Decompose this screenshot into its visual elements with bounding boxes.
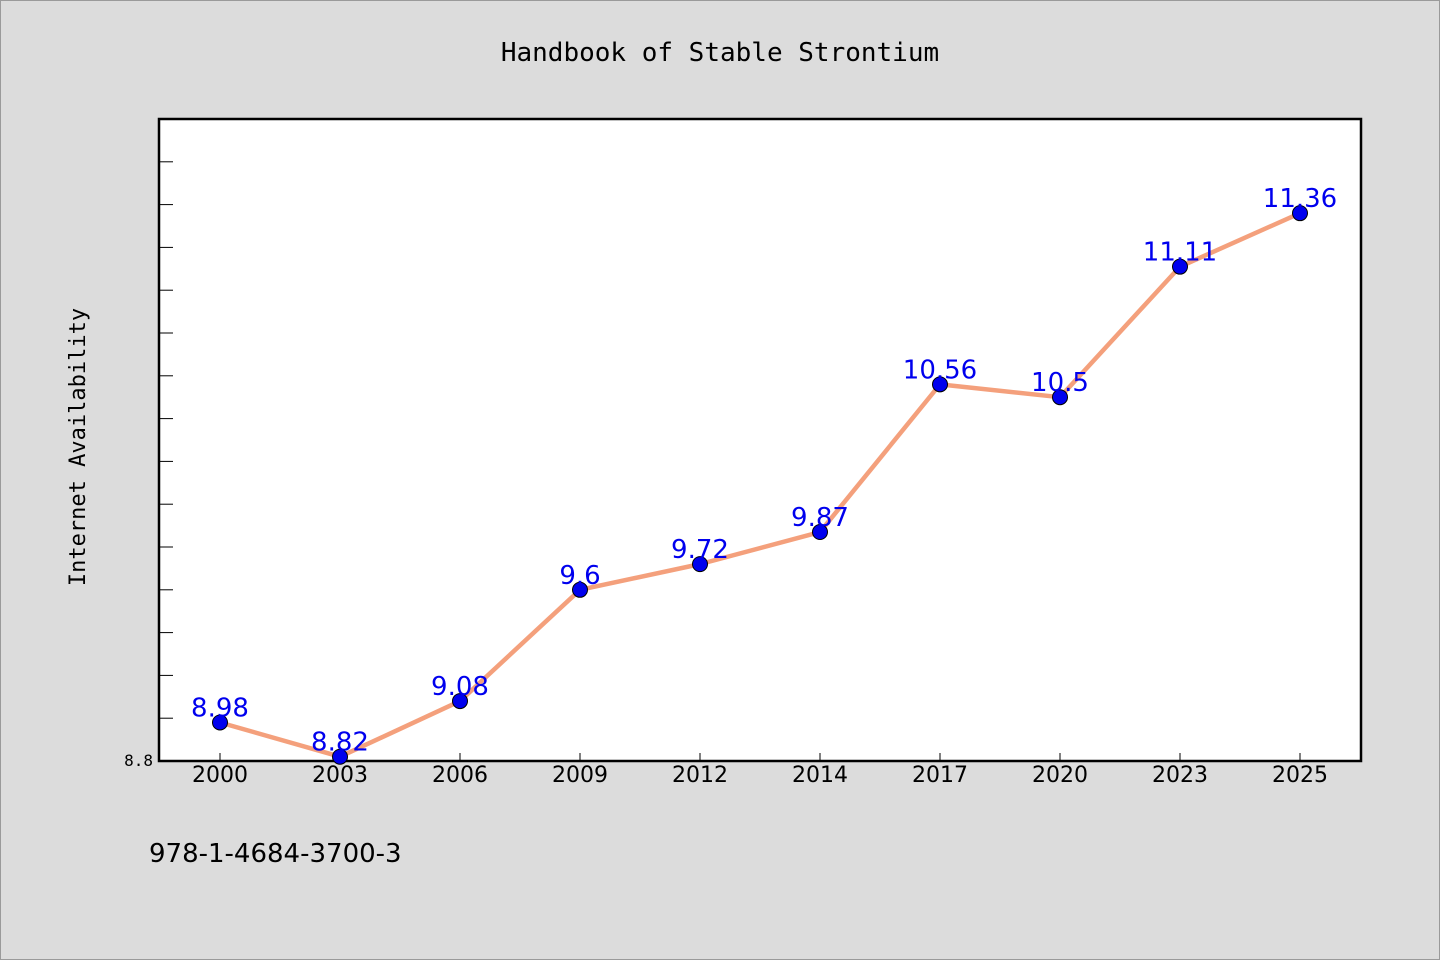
data-point [452,693,468,710]
data-label: 9.08 [431,672,489,702]
data-label: 8.82 [311,728,369,758]
series-line [217,210,1303,759]
data-point [692,556,708,573]
series-layer [217,210,1303,759]
x-tick-label: 2000 [192,763,248,788]
x-tick-label: 2003 [312,763,368,788]
plot-area [157,117,1363,763]
x-tick-label: 2023 [1152,763,1208,788]
footer-isbn: 978-1-4684-3700-3 [149,839,402,869]
x-tick-label: 2006 [432,763,488,788]
marker-layer [212,205,1308,765]
data-label: 10.56 [903,355,977,385]
chart-title: Handbook of Stable Strontium [501,38,939,68]
data-point [812,524,828,541]
x-axis-ticks: 2000 2003 2006 2009 2012 2014 2017 2020 2023 2025 [192,753,1328,788]
y-axis-ticks: 8.8 [124,161,173,770]
x-tick-label: 2014 [792,763,848,788]
data-point [932,376,948,393]
data-label: 11.11 [1143,238,1217,268]
data-point [1292,205,1308,222]
data-point [1172,258,1188,275]
data-label: 10.5 [1031,368,1089,398]
data-point [332,748,348,765]
data-point [212,714,228,731]
x-tick-label: 2017 [912,763,968,788]
y-tick-label: 8.8 [124,751,153,770]
x-tick-label: 2009 [552,763,608,788]
data-label: 9.87 [791,503,849,533]
x-tick-label: 2012 [672,763,728,788]
data-label-layer: 8.98 8.82 9.08 9.6 9.72 9.87 10.56 10.5 11.11 11.… [191,184,1337,758]
data-point [1052,389,1068,406]
y-axis-label: Internet Availability [66,308,91,586]
data-label: 8.98 [191,693,249,723]
x-tick-label: 2025 [1272,763,1328,788]
data-label: 9.6 [559,561,600,591]
data-label: 11.36 [1263,184,1337,214]
x-tick-label: 2020 [1032,763,1088,788]
data-point [572,581,588,598]
data-label: 9.72 [671,535,729,565]
